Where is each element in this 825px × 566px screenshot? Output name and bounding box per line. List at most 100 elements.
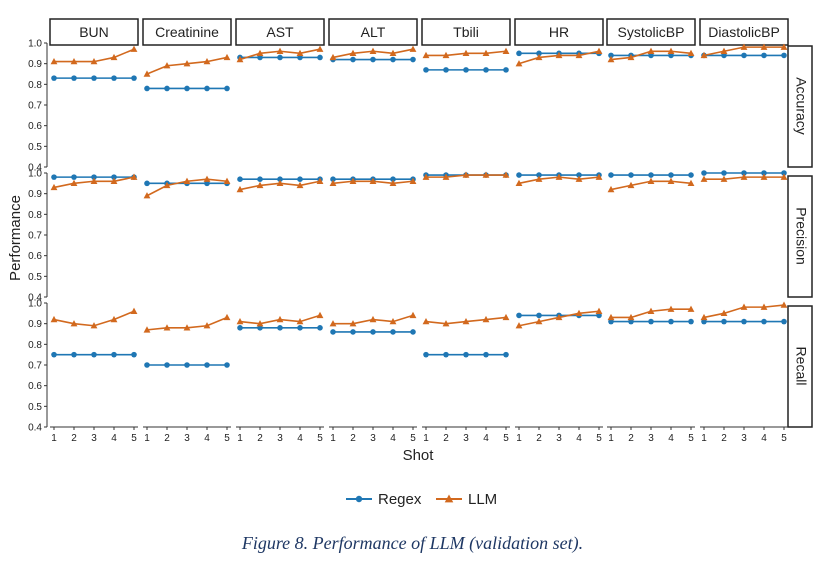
llm-point: [256, 181, 264, 189]
llm-point: [296, 181, 304, 189]
x-tick-label: 3: [370, 433, 376, 444]
x-tick-label: 1: [516, 433, 522, 444]
llm-point: [555, 173, 563, 180]
llm-point: [667, 305, 675, 312]
llm-point: [720, 175, 728, 182]
y-tick-label: 0.6: [28, 121, 42, 132]
x-tick-label: 4: [111, 433, 117, 444]
x-tick-label: 2: [443, 433, 449, 444]
facet-strip-creatinine: Creatinine: [142, 18, 232, 46]
llm-point: [535, 175, 543, 182]
x-axis-hr: 1 2 3 4 5: [515, 426, 603, 444]
regex-point: [390, 329, 396, 335]
regex-point: [111, 351, 117, 358]
regex-point: [721, 170, 727, 176]
regex-point: [224, 362, 230, 368]
llm-point: [223, 53, 231, 61]
regex-point: [71, 351, 77, 358]
llm-point: [515, 60, 523, 67]
facet-row-strip-box: [787, 305, 813, 428]
y-tick-label: 0.5: [28, 272, 42, 283]
y-tick-label: 0.8: [28, 210, 42, 221]
regex-point: [781, 318, 787, 325]
x-axis-creatinine: 1 2 3 4 5: [143, 426, 231, 444]
y-tick-label: 0.5: [28, 142, 42, 153]
y-tick-label: 1.0: [28, 169, 42, 180]
regex-point: [721, 52, 727, 59]
regex-point: [648, 318, 654, 325]
panel-recall-systolicbp: [607, 305, 695, 325]
llm-point: [422, 318, 430, 325]
regex-point: [330, 329, 336, 335]
regex-point: [410, 329, 416, 335]
x-axis-ast: 1 2 3 4 5: [236, 426, 324, 444]
x-tick-label: 5: [131, 433, 137, 444]
regex-point: [668, 52, 674, 59]
llm-point: [700, 51, 708, 59]
x-tick-label: 4: [297, 433, 303, 444]
x-tick-label: 2: [721, 433, 727, 444]
llm-point: [667, 177, 675, 184]
llm-point: [627, 53, 635, 61]
llm-point: [70, 58, 78, 65]
llm-point: [163, 62, 171, 69]
panel-accuracy-hr: [515, 47, 603, 67]
llm-point: [720, 47, 728, 54]
y-tick-label: 0.7: [28, 101, 42, 112]
legend-llm-label: LLM: [468, 491, 497, 508]
llm-point: [329, 179, 337, 187]
x-tick-label: 1: [701, 433, 707, 444]
regex-point: [423, 351, 429, 358]
llm-point: [143, 326, 151, 333]
panel-accuracy-ast: [236, 45, 324, 63]
legend: Regex LLM: [346, 491, 497, 508]
regex-point: [443, 67, 449, 73]
facet-strip-diastolicbp: DiastolicBP: [699, 18, 789, 46]
x-tick-label: 4: [761, 433, 767, 444]
x-tick-label: 4: [483, 433, 489, 444]
llm-point: [203, 322, 211, 329]
regex-point: [483, 351, 489, 358]
regex-point: [297, 325, 303, 331]
llm-point: [422, 173, 430, 180]
facet-strip-box: [421, 18, 511, 46]
regex-point: [71, 174, 77, 180]
llm-point: [163, 181, 171, 189]
x-tick-label: 2: [164, 433, 170, 444]
llm-point: [389, 49, 397, 57]
legend-llm-marker: [444, 494, 454, 503]
regex-point: [668, 172, 674, 178]
facet-strip-alt: ALT: [328, 18, 418, 46]
y-tick-label: 0.8: [28, 340, 42, 351]
regex-point: [277, 54, 283, 61]
llm-point: [223, 177, 231, 184]
facet-row-strip-accuracy: Accuracy: [787, 45, 813, 168]
llm-point: [627, 181, 635, 189]
llm-point: [183, 60, 191, 67]
x-tick-label: 3: [556, 433, 562, 444]
llm-point: [607, 55, 615, 63]
regex-point: [184, 85, 190, 92]
x-tick-label: 5: [596, 433, 602, 444]
regex-point: [144, 85, 150, 92]
facet-strip-box: [514, 18, 604, 46]
facet-strip-systolicbp: SystolicBP: [606, 18, 696, 46]
y-tick-label: 0.6: [28, 381, 42, 392]
regex-point: [576, 172, 582, 178]
facet-strip-label: ALT: [361, 24, 386, 40]
facet-strip-tbili: Tbili: [421, 18, 511, 46]
llm-point: [595, 307, 603, 314]
regex-point: [204, 85, 210, 92]
llm-point: [502, 313, 510, 321]
regex-point: [51, 351, 57, 358]
llm-point: [163, 324, 171, 331]
llm-point: [482, 171, 490, 178]
llm-point: [575, 175, 583, 182]
regex-point: [257, 176, 263, 182]
panel-precision-tbili: [422, 171, 510, 180]
x-tick-label: 1: [608, 433, 614, 444]
llm-point: [130, 307, 138, 314]
regex-point: [317, 54, 323, 61]
regex-point: [131, 351, 137, 358]
regex-point: [741, 52, 747, 59]
